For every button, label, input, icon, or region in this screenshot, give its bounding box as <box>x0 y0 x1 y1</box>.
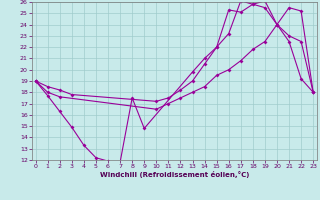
X-axis label: Windchill (Refroidissement éolien,°C): Windchill (Refroidissement éolien,°C) <box>100 171 249 178</box>
